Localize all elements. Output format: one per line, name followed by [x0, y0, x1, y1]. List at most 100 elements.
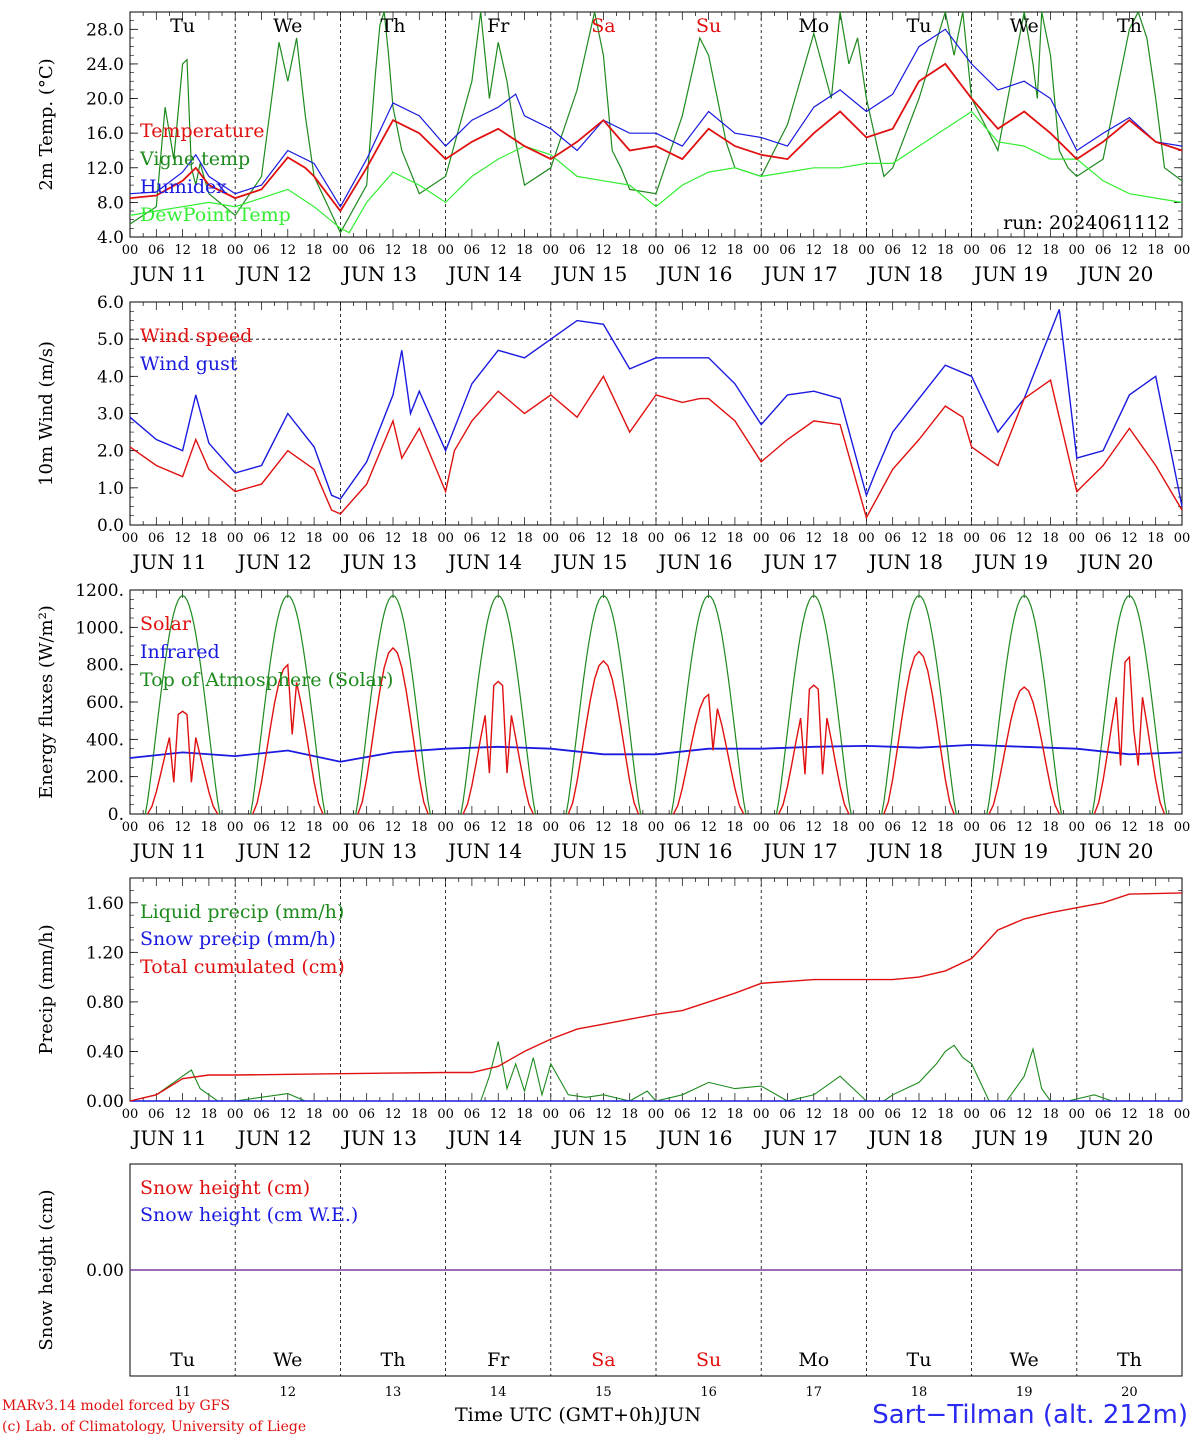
weekday-label: Mo — [798, 15, 829, 37]
panel-3-hour-tick-label: 12 — [700, 820, 717, 835]
series-toa-solar — [355, 594, 431, 815]
panel-1-hour-tick-label: 06 — [990, 243, 1007, 258]
panel-3-y-tick-label: 400. — [86, 730, 124, 750]
panel-3-hour-tick-label: 00 — [648, 820, 665, 835]
panel-3-hour-tick-label: 18 — [621, 820, 638, 835]
panel-4-hour-tick-label: 18 — [1042, 1107, 1059, 1122]
panel-2-date-label: JUN 18 — [867, 550, 943, 574]
panel-3-hour-tick-label: 18 — [1147, 820, 1164, 835]
series-toa-solar — [881, 594, 957, 815]
panel-4-y-tick-label: 1.20 — [86, 943, 124, 963]
panel-2-hour-tick-label: 00 — [1069, 531, 1086, 546]
panel-3-hour-tick-label: 18 — [832, 820, 849, 835]
panel-3-hour-tick-label: 12 — [1121, 820, 1138, 835]
series-solar — [357, 646, 429, 815]
series-humidex — [130, 28, 1182, 208]
panel-4-hour-tick-label: 12 — [174, 1107, 191, 1122]
panel-3-y-tick-label: 600. — [86, 693, 124, 713]
panel-2-hour-tick-label: 18 — [1042, 531, 1059, 546]
panel-3-date-label: JUN 18 — [867, 839, 943, 863]
panel-3-hour-tick-label: 06 — [148, 820, 165, 835]
panel-2-y-tick-label: 3.0 — [97, 405, 124, 425]
weekday-label: Su — [696, 15, 721, 37]
legend-top-of-atmosphere-solar: Top of Atmosphere (Solar) — [140, 669, 393, 691]
panel-4-hour-tick-label: 00 — [648, 1107, 665, 1122]
panel-1-hour-tick-label: 12 — [700, 243, 717, 258]
panel-4-hour-tick-label: 18 — [306, 1107, 323, 1122]
panel-1-hour-tick-label: 18 — [306, 243, 323, 258]
weekday-label: Tu — [170, 1349, 195, 1371]
legend-vigne-temp: Vigne temp — [139, 148, 250, 170]
panel-4-hour-tick-label: 06 — [779, 1107, 796, 1122]
panel-3-hour-tick-label: 18 — [201, 820, 218, 835]
weekday-label: Fr — [487, 1349, 510, 1371]
panel-4-hour-tick-label: 12 — [595, 1107, 612, 1122]
panel-2-hour-tick-label: 00 — [963, 531, 980, 546]
panel-4-date-label: JUN 20 — [1077, 1126, 1153, 1150]
panel-4-date-label: JUN 16 — [656, 1126, 732, 1150]
panel-3-y-tick-label: 0. — [108, 805, 124, 825]
legend-solar: Solar — [140, 613, 192, 635]
panel-1-hour-tick-label: 00 — [122, 243, 139, 258]
panel-4-hour-tick-label: 00 — [753, 1107, 770, 1122]
panel-4-y-tick-label: 0.80 — [86, 993, 124, 1013]
day-number-label: 18 — [911, 1385, 928, 1400]
panel-1-hour-tick-label: 18 — [621, 243, 638, 258]
weekday-label: We — [273, 1349, 302, 1371]
panel-4-hour-tick-label: 00 — [1174, 1107, 1191, 1122]
panel-5-y-tick-label: 0.00 — [86, 1261, 124, 1281]
legend-temperature: Temperature — [140, 120, 264, 142]
panel-2-hour-tick-label: 18 — [727, 531, 744, 546]
panel-4-hour-tick-label: 06 — [148, 1107, 165, 1122]
panel-2-hour-tick-label: 00 — [648, 531, 665, 546]
series-vigne-temp — [130, 12, 1182, 235]
series-solar — [883, 650, 955, 815]
panel-1-hour-tick-label: 00 — [227, 243, 244, 258]
day-number-label: 20 — [1121, 1385, 1138, 1400]
panel-2-hour-tick-label: 00 — [122, 531, 139, 546]
panel-4-hour-tick-label: 00 — [122, 1107, 139, 1122]
panel-4-hour-tick-label: 12 — [385, 1107, 402, 1122]
day-number-label: 16 — [700, 1385, 717, 1400]
panel-3-hour-tick-label: 06 — [779, 820, 796, 835]
panel-3-hour-tick-label: 18 — [1042, 820, 1059, 835]
panel-1-y-tick-label: 24.0 — [86, 55, 124, 75]
panel-2-hour-tick-label: 18 — [201, 531, 218, 546]
panel-5-y-axis-label: Snow height (cm) — [36, 1189, 57, 1350]
panel-3-hour-tick-label: 00 — [332, 820, 349, 835]
panel-3-y-tick-label: 800. — [86, 656, 124, 676]
panel-3-hour-tick-label: 00 — [963, 820, 980, 835]
panel-4-hour-tick-label: 00 — [963, 1107, 980, 1122]
series-solar — [462, 680, 534, 815]
panel-1-hour-tick-label: 06 — [464, 243, 481, 258]
series-solar — [567, 659, 640, 815]
panel-3-hour-tick-label: 00 — [858, 820, 875, 835]
panel-1-hour-tick-label: 00 — [437, 243, 454, 258]
panel-3-date-label: JUN 14 — [446, 839, 522, 863]
panel-3-date-label: JUN 12 — [236, 839, 312, 863]
series-solar — [252, 663, 324, 815]
series-temperature — [130, 62, 1182, 213]
panel-3-hour-tick-label: 18 — [411, 820, 428, 835]
panel-3-hour-tick-label: 00 — [227, 820, 244, 835]
panel-3-date-label: JUN 13 — [341, 839, 417, 863]
panel-1-hour-tick-label: 00 — [858, 243, 875, 258]
panel-3-date-label: JUN 11 — [130, 839, 206, 863]
panel-2-date-label: JUN 14 — [446, 550, 522, 574]
weekday-label: Sa — [591, 15, 615, 37]
panel-1-hour-tick-label: 18 — [937, 243, 954, 258]
panel-2-y-tick-label: 5.0 — [97, 330, 124, 350]
panel-1-hour-tick-label: 12 — [911, 243, 928, 258]
panel-3-y-axis-label: Energy fluxes (W/m²) — [36, 605, 57, 799]
panel-3-hour-tick-label: 06 — [569, 820, 586, 835]
day-number-label: 12 — [280, 1385, 297, 1400]
panel-4-date-label: JUN 13 — [341, 1126, 417, 1150]
panel-2-date-label: JUN 20 — [1077, 550, 1153, 574]
panel-4-y-tick-label: 0.40 — [86, 1042, 124, 1062]
panel-1-y-axis-label: 2m Temp. (°C) — [36, 58, 57, 190]
legend-snow-height-cm: Snow height (cm) — [140, 1177, 310, 1199]
panel-1-hour-tick-label: 06 — [358, 243, 375, 258]
panel-2-y-tick-label: 1.0 — [97, 479, 124, 499]
series-solar — [1093, 655, 1166, 815]
panel-1-hour-tick-label: 12 — [806, 243, 823, 258]
